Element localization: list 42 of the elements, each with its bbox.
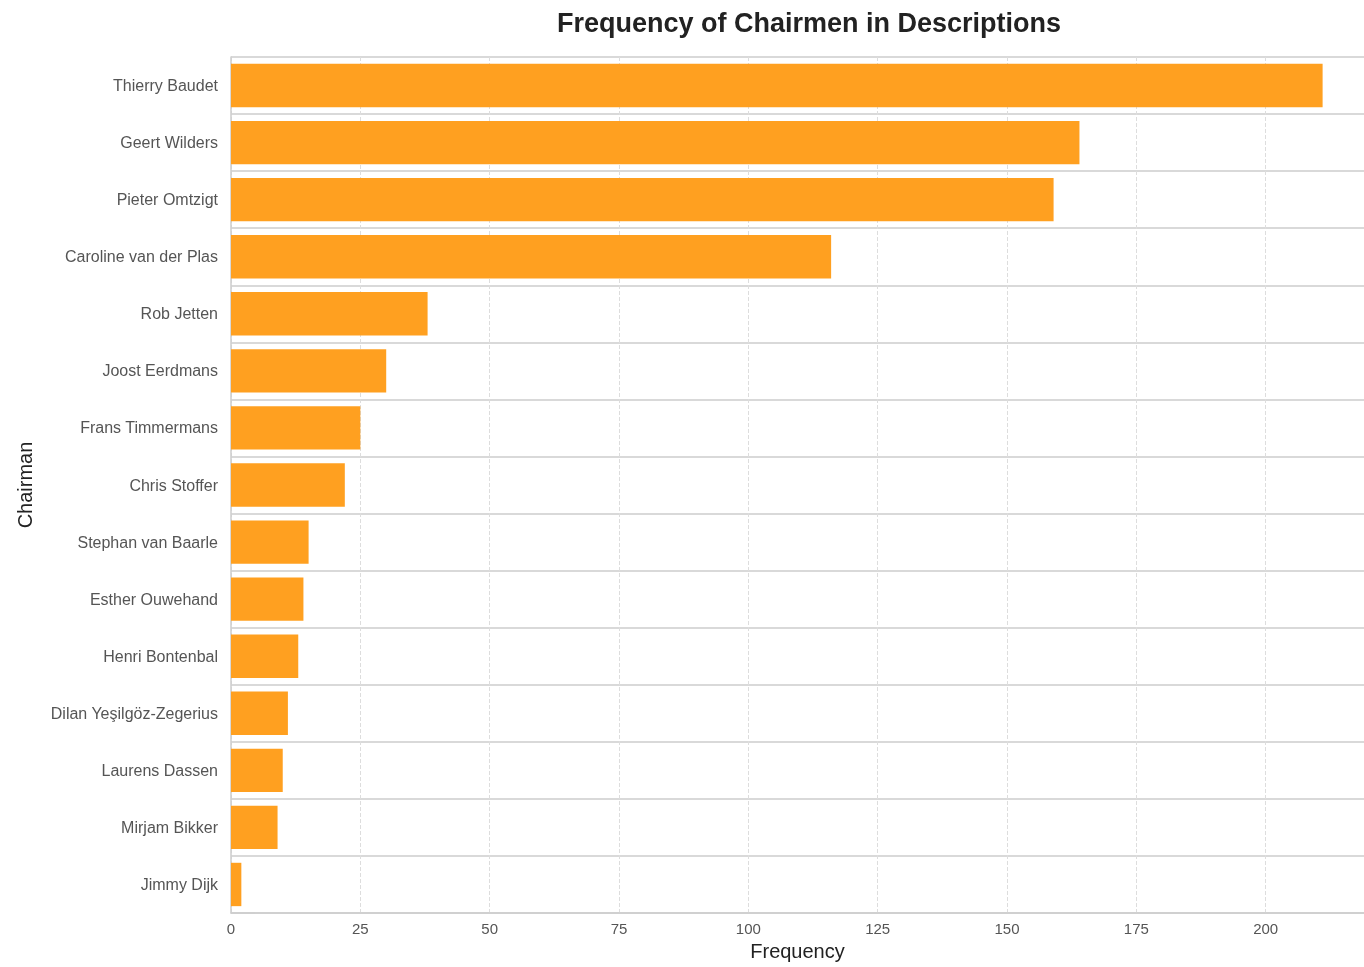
x-tick-label: 200 [1253,920,1279,937]
y-tick-label: Rob Jetten [140,305,218,323]
bar [231,577,304,621]
bar [231,177,1054,222]
y-tick-label: Joost Eerdmans [102,362,218,380]
y-tick-label: Pieter Omtzigt [116,191,219,209]
y-tick-label: Jimmy Dijk [140,875,219,893]
y-tick-label: Stephan van Baarle [77,533,219,551]
bar [231,805,278,850]
bar [231,292,428,336]
x-tick-label: 0 [226,920,236,937]
x-tick-label: 125 [865,920,891,937]
y-tick-label: Henri Bontenbal [103,647,218,665]
x-axis-title: Frequency [750,939,845,962]
bar [231,691,288,735]
y-tick-label: Laurens Dassen [101,761,218,779]
bar [231,463,345,507]
x-tick-label: 100 [735,920,761,937]
y-tick-label: Thierry Baudet [113,77,219,95]
y-tick-label: Geert Wilders [120,134,218,152]
y-tick-label: Esther Ouwehand [89,590,218,608]
x-tick-label: 75 [610,920,628,937]
bar [231,120,1080,165]
y-tick-label: Frans Timmermans [80,419,218,437]
y-tick-label: Dilan Yeşilgöz-Zegerius [50,704,218,722]
bar [231,349,387,393]
bar [231,748,283,793]
bar [231,406,361,450]
y-axis-title: Chairman [14,441,36,529]
bar [231,634,299,678]
x-tick-label: 25 [351,920,369,937]
y-tick-label: Mirjam Bikker [121,818,219,836]
x-tick-label: 175 [1123,920,1149,937]
x-tick-label: 50 [481,920,499,937]
x-tick-label: 150 [994,920,1020,937]
bar [231,63,1323,108]
bar [231,862,242,907]
bar [231,235,832,279]
y-tick-label: Caroline van der Plas [65,248,218,266]
chart-title: Frequency of Chairmen in Descriptions [556,7,1062,38]
y-tick-label: Chris Stoffer [129,476,219,494]
bar [231,520,309,564]
